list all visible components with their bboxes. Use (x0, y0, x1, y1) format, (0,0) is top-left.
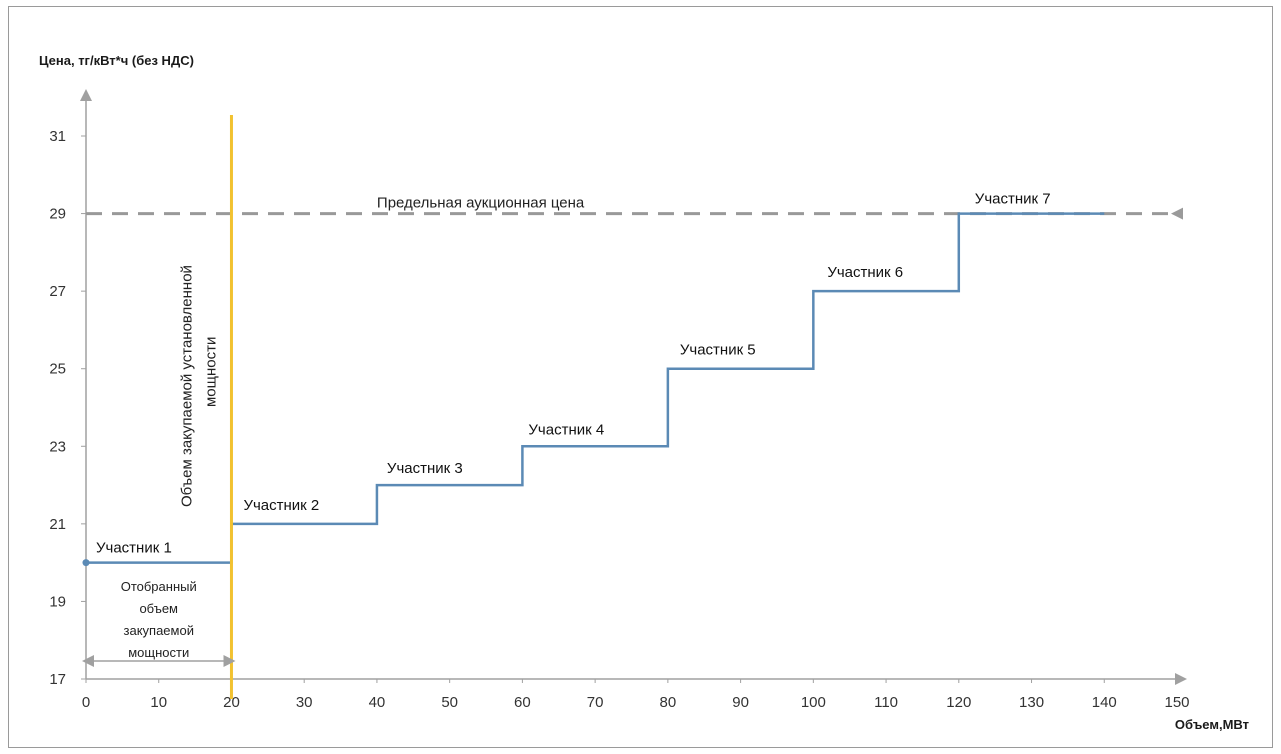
x-tick-label: 150 (1164, 694, 1189, 711)
price-cap-label: Предельная аукционная цена (377, 195, 585, 212)
step-label-1: Участник 1 (96, 540, 172, 557)
step-start-point (82, 559, 90, 567)
step-label-3: Участник 3 (387, 460, 463, 477)
x-tick-label: 50 (441, 694, 458, 711)
step-label-2: Участник 2 (243, 497, 319, 514)
volume-line-group: Объем закупаемой установленной мощности (178, 115, 233, 699)
tick-labels: 0 10 20 30 40 50 60 70 80 90 100 110 120 130 140 150 17 1… (49, 128, 1189, 711)
selected-volume-label-1: Отобранный (121, 579, 197, 594)
x-axis-title: Объем,МВт (1175, 717, 1249, 732)
x-tick-label: 70 (587, 694, 604, 711)
y-tick-label: 19 (49, 593, 66, 610)
x-tick-label: 10 (150, 694, 167, 711)
y-tick-label: 23 (49, 438, 66, 455)
x-tick-label: 30 (296, 694, 313, 711)
chart-frame: Цена, тг/кВт*ч (без НДС) Объем,МВт 0 10 20… (8, 6, 1273, 748)
y-tick-label: 25 (49, 361, 66, 378)
x-tick-label: 0 (82, 694, 90, 711)
selected-volume-label-4: мощности (128, 645, 189, 660)
x-tick-label: 90 (732, 694, 749, 711)
volume-line-label-1: Объем закупаемой установленной (178, 265, 195, 507)
y-tick-label: 21 (49, 516, 66, 533)
x-tick-label: 40 (369, 694, 386, 711)
axes (80, 89, 1187, 685)
step-label-4: Участник 4 (528, 421, 604, 438)
volume-line-label-2: мощности (202, 337, 219, 407)
step-line (86, 212, 1105, 564)
price-cap-arrowhead (1171, 207, 1183, 220)
x-tick-label: 140 (1092, 694, 1117, 711)
step-label-7: Участник 7 (975, 191, 1051, 208)
step-label-6: Участник 6 (827, 264, 903, 281)
x-tick-label: 20 (223, 694, 240, 711)
selected-volume-group: Отобранный объем закупаемой мощности (82, 579, 236, 667)
y-tick-label: 17 (49, 671, 66, 688)
y-axis-title: Цена, тг/кВт*ч (без НДС) (39, 53, 194, 68)
x-tick-label: 60 (514, 694, 531, 711)
step-labels: Участник 1 Участник 2 Участник 3 Участни… (96, 191, 1051, 557)
x-tick-label: 100 (801, 694, 826, 711)
x-tick-label: 130 (1019, 694, 1044, 711)
x-tick-label: 80 (660, 694, 677, 711)
selected-volume-label-2: объем (139, 601, 178, 616)
price-cap-group: Предельная аукционная цена (86, 195, 1183, 220)
y-tick-label: 29 (49, 206, 66, 223)
chart-svg: Цена, тг/кВт*ч (без НДС) Объем,МВт 0 10 20… (39, 53, 1249, 732)
selected-volume-label-3: закупаемой (124, 623, 194, 638)
step-series (82, 212, 1105, 567)
x-tick-label: 120 (946, 694, 971, 711)
y-tick-label: 27 (49, 283, 66, 300)
x-tick-label: 110 (874, 694, 898, 711)
step-label-5: Участник 5 (680, 342, 756, 359)
y-tick-label: 31 (49, 128, 66, 145)
